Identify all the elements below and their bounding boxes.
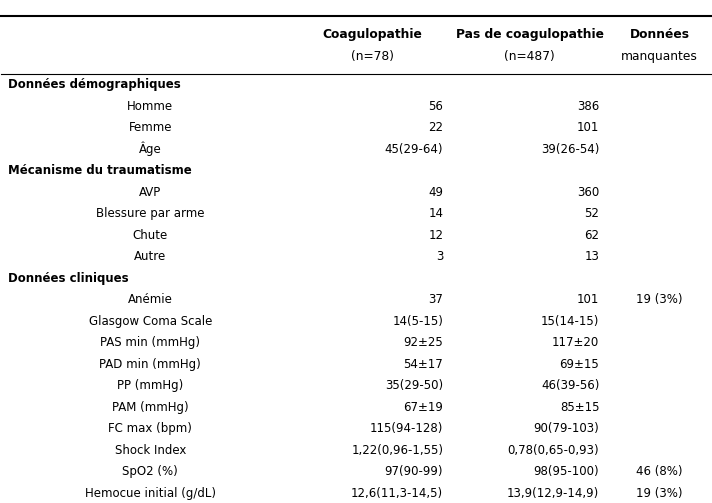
Text: 90(79-103): 90(79-103) xyxy=(533,422,600,435)
Text: Glasgow Coma Scale: Glasgow Coma Scale xyxy=(88,315,212,328)
Text: Anémie: Anémie xyxy=(128,293,173,306)
Text: Shock Index: Shock Index xyxy=(115,444,186,457)
Text: (n=78): (n=78) xyxy=(351,50,394,63)
Text: PAM (mmHg): PAM (mmHg) xyxy=(112,401,189,414)
Text: PAD min (mmHg): PAD min (mmHg) xyxy=(100,358,201,371)
Text: 39(26-54): 39(26-54) xyxy=(541,143,600,155)
Text: 0,78(0,65-0,93): 0,78(0,65-0,93) xyxy=(508,444,600,457)
Text: 46 (8%): 46 (8%) xyxy=(637,465,683,478)
Text: 3: 3 xyxy=(436,250,444,263)
Text: Données démographiques: Données démographiques xyxy=(9,78,182,91)
Text: 14: 14 xyxy=(428,207,444,220)
Text: 101: 101 xyxy=(577,293,600,306)
Text: 13: 13 xyxy=(585,250,600,263)
Text: 45(29-64): 45(29-64) xyxy=(384,143,444,155)
Text: 98(95-100): 98(95-100) xyxy=(533,465,600,478)
Text: 19 (3%): 19 (3%) xyxy=(637,293,683,306)
Text: SpO2 (%): SpO2 (%) xyxy=(122,465,178,478)
Text: Femme: Femme xyxy=(129,121,172,134)
Text: 360: 360 xyxy=(577,186,600,199)
Text: 19 (3%): 19 (3%) xyxy=(637,487,683,500)
Text: 52: 52 xyxy=(585,207,600,220)
Text: 56: 56 xyxy=(429,100,444,113)
Text: AVP: AVP xyxy=(140,186,162,199)
Text: FC max (bpm): FC max (bpm) xyxy=(108,422,192,435)
Text: Autre: Autre xyxy=(134,250,167,263)
Text: 13,9(12,9-14,9): 13,9(12,9-14,9) xyxy=(507,487,600,500)
Text: 85±15: 85±15 xyxy=(560,401,600,414)
Text: 35(29-50): 35(29-50) xyxy=(385,379,444,392)
Text: 67±19: 67±19 xyxy=(404,401,444,414)
Text: Chute: Chute xyxy=(132,229,168,242)
Text: 115(94-128): 115(94-128) xyxy=(370,422,444,435)
Text: 101: 101 xyxy=(577,121,600,134)
Text: Homme: Homme xyxy=(127,100,174,113)
Text: 54±17: 54±17 xyxy=(404,358,444,371)
Text: 37: 37 xyxy=(429,293,444,306)
Text: 62: 62 xyxy=(585,229,600,242)
Text: 46(39-56): 46(39-56) xyxy=(541,379,600,392)
Text: Données cliniques: Données cliniques xyxy=(9,272,129,285)
Text: Coagulopathie: Coagulopathie xyxy=(323,28,422,41)
Text: 22: 22 xyxy=(428,121,444,134)
Text: Données: Données xyxy=(629,28,689,41)
Text: Mécanisme du traumatisme: Mécanisme du traumatisme xyxy=(9,164,192,177)
Text: Hemocue initial (g/dL): Hemocue initial (g/dL) xyxy=(85,487,216,500)
Text: 117±20: 117±20 xyxy=(552,336,600,349)
Text: 92±25: 92±25 xyxy=(404,336,444,349)
Text: 69±15: 69±15 xyxy=(560,358,600,371)
Text: PAS min (mmHg): PAS min (mmHg) xyxy=(100,336,200,349)
Text: Pas de coagulopathie: Pas de coagulopathie xyxy=(456,28,604,41)
Text: Blessure par arme: Blessure par arme xyxy=(96,207,204,220)
Text: 12: 12 xyxy=(428,229,444,242)
Text: 14(5-15): 14(5-15) xyxy=(392,315,444,328)
Text: Âge: Âge xyxy=(139,142,162,156)
Text: 12,6(11,3-14,5): 12,6(11,3-14,5) xyxy=(351,487,444,500)
Text: PP (mmHg): PP (mmHg) xyxy=(117,379,184,392)
Text: 97(90-99): 97(90-99) xyxy=(384,465,444,478)
Text: 386: 386 xyxy=(577,100,600,113)
Text: (n=487): (n=487) xyxy=(504,50,555,63)
Text: 15(14-15): 15(14-15) xyxy=(541,315,600,328)
Text: 1,22(0,96-1,55): 1,22(0,96-1,55) xyxy=(351,444,444,457)
Text: 49: 49 xyxy=(428,186,444,199)
Text: manquantes: manquantes xyxy=(621,50,698,63)
